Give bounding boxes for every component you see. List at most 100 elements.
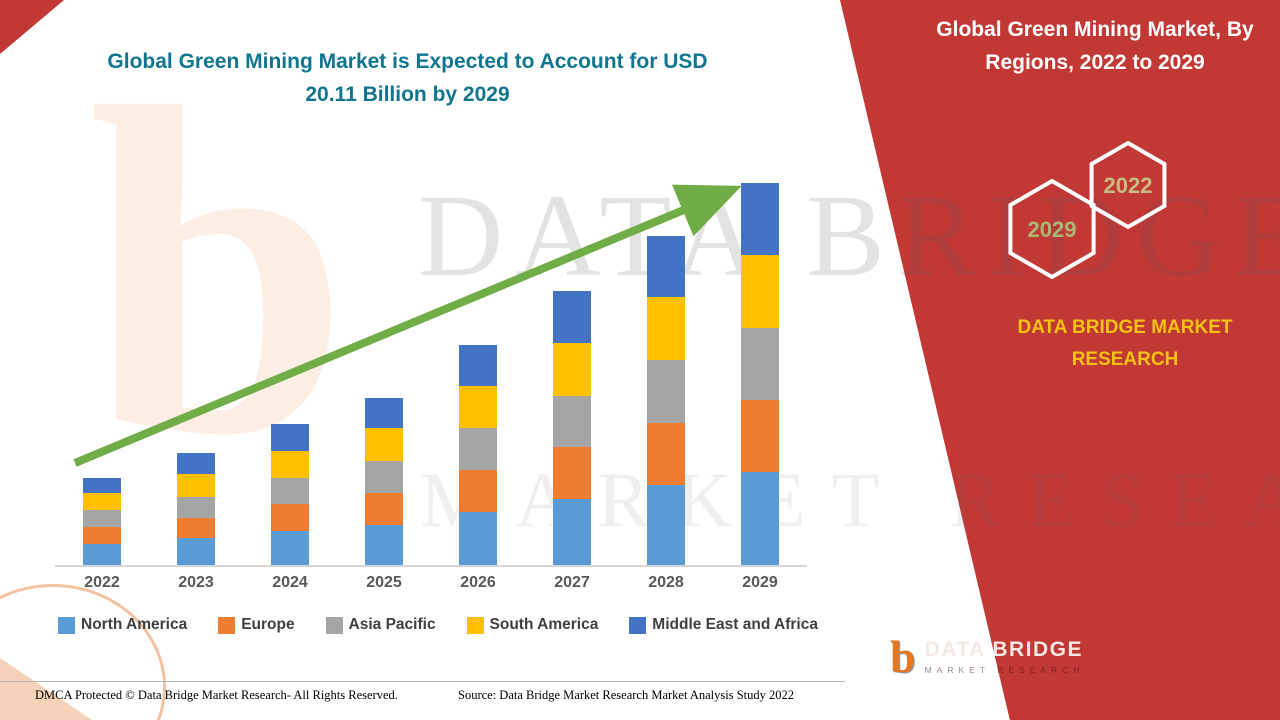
x-axis-labels: 2022 2023 2024 2025 2026 2027 2028 2029	[55, 574, 807, 592]
legend-label: Asia Pacific	[348, 616, 436, 633]
bar-segment	[647, 359, 685, 423]
bar-stack	[271, 424, 309, 565]
bar-segment	[365, 460, 403, 493]
bar-segment	[177, 473, 215, 497]
bar-segment	[647, 297, 685, 360]
bar-column-2023	[149, 175, 243, 565]
bar-column-2025	[337, 175, 431, 565]
bar-segment	[459, 511, 497, 565]
bar-segment	[271, 424, 309, 452]
x-axis-label: 2029	[742, 574, 778, 591]
bar-segment	[459, 470, 497, 512]
bar-segment	[741, 471, 779, 565]
bar-segment	[553, 291, 591, 343]
legend-item: North America	[58, 616, 187, 634]
bar-segment	[741, 327, 779, 400]
bar-column-2029	[713, 175, 807, 565]
bar-segment	[365, 428, 403, 461]
x-axis-label: 2024	[272, 574, 308, 591]
hexagon-2022-label: 2022	[1104, 173, 1153, 198]
legend-label: South America	[489, 616, 599, 633]
footer-dmca-text: DMCA Protected © Data Bridge Market Rese…	[35, 688, 398, 702]
bar-segment	[271, 530, 309, 565]
x-axis-label: 2028	[648, 574, 684, 591]
x-axis-label: 2027	[554, 574, 590, 591]
footer-divider	[0, 681, 845, 682]
bar-stack	[553, 291, 591, 565]
brand-name-text: DATA BRIDGE MARKET RESEARCH	[1017, 317, 1233, 371]
bar-column-2028	[619, 175, 713, 565]
top-left-corner-triangle	[0, 0, 64, 54]
x-axis-label: 2026	[460, 574, 496, 591]
bar-segment	[177, 496, 215, 518]
legend-item: Europe	[218, 616, 295, 634]
bar-segment	[177, 538, 215, 565]
bar-stack	[741, 182, 779, 565]
legend-item: South America	[466, 616, 599, 634]
bar-segment	[83, 527, 121, 545]
logo-tagline: MARKET RESEARCH	[924, 665, 1085, 676]
bar-stack	[459, 344, 497, 565]
bar-stack	[83, 477, 121, 565]
chart-title: Global Green Mining Market is Expected t…	[75, 46, 740, 111]
data-bridge-logo: b DATA BRIDGE MARKET RESEARCH	[890, 631, 1085, 682]
legend-swatch	[466, 616, 484, 634]
stacked-bar-chart	[55, 175, 807, 567]
chart-legend: North America Europe Asia Pacific South Ame…	[58, 616, 818, 634]
legend-label: Middle East and Africa	[652, 616, 818, 633]
legend-item: Middle East and Africa	[629, 616, 818, 634]
bar-stack	[365, 397, 403, 565]
bar-segment	[365, 397, 403, 429]
legend-swatch	[325, 616, 343, 634]
bar-segment	[459, 428, 497, 471]
bar-segment	[741, 182, 779, 256]
bar-stack	[647, 236, 685, 565]
bar-column-2022	[55, 175, 149, 565]
bar-segment	[647, 485, 685, 565]
bar-segment	[365, 525, 403, 565]
bar-segment	[83, 544, 121, 565]
bar-segment	[177, 452, 215, 474]
bar-segment	[83, 492, 121, 510]
logo-b-icon: b	[890, 631, 916, 682]
x-axis-label: 2022	[84, 574, 120, 591]
bar-segment	[741, 255, 779, 328]
hexagon-2029-label: 2029	[1028, 217, 1077, 242]
bar-segment	[83, 509, 121, 528]
x-axis-label: 2025	[366, 574, 402, 591]
legend-swatch	[218, 616, 236, 634]
bar-segment	[83, 477, 121, 493]
side-panel-title: Global Green Mining Market, By Regions, …	[936, 18, 1254, 74]
bar-segment	[271, 504, 309, 531]
logo-name: DATA BRIDGE	[924, 638, 1084, 662]
bar-segment	[553, 342, 591, 396]
hexagon-2022	[1089, 140, 1167, 230]
bar-segment	[647, 236, 685, 298]
bar-segment	[459, 386, 497, 429]
bar-segment	[271, 451, 309, 478]
legend-swatch	[629, 616, 647, 634]
bar-segment	[271, 477, 309, 505]
legend-label: Europe	[241, 616, 295, 633]
bar-segment	[459, 344, 497, 387]
chart-title-line1: Global Green Mining Market is Expected t…	[107, 50, 708, 73]
bar-stack	[177, 452, 215, 565]
bar-segment	[365, 492, 403, 526]
chart-title-line2: 20.11 Billion by 2029	[305, 82, 510, 106]
x-axis-label: 2023	[178, 574, 214, 591]
bar-segment	[553, 447, 591, 499]
footer-source-text: Source: Data Bridge Market Research Mark…	[458, 688, 795, 702]
bar-segment	[741, 399, 779, 472]
legend-swatch	[58, 616, 75, 634]
bar-segment	[553, 498, 591, 565]
bar-segment	[177, 517, 215, 539]
year-hexagons: 2029 2022	[1008, 140, 1167, 280]
legend-label: North America	[81, 616, 188, 633]
bar-column-2027	[525, 175, 619, 565]
legend-item: Asia Pacific	[325, 616, 436, 634]
bar-segment	[647, 422, 685, 486]
bar-column-2026	[431, 175, 525, 565]
logo-texts: DATA BRIDGE MARKET RESEARCH	[925, 638, 1085, 675]
bar-column-2024	[243, 175, 337, 565]
bar-segment	[553, 395, 591, 448]
